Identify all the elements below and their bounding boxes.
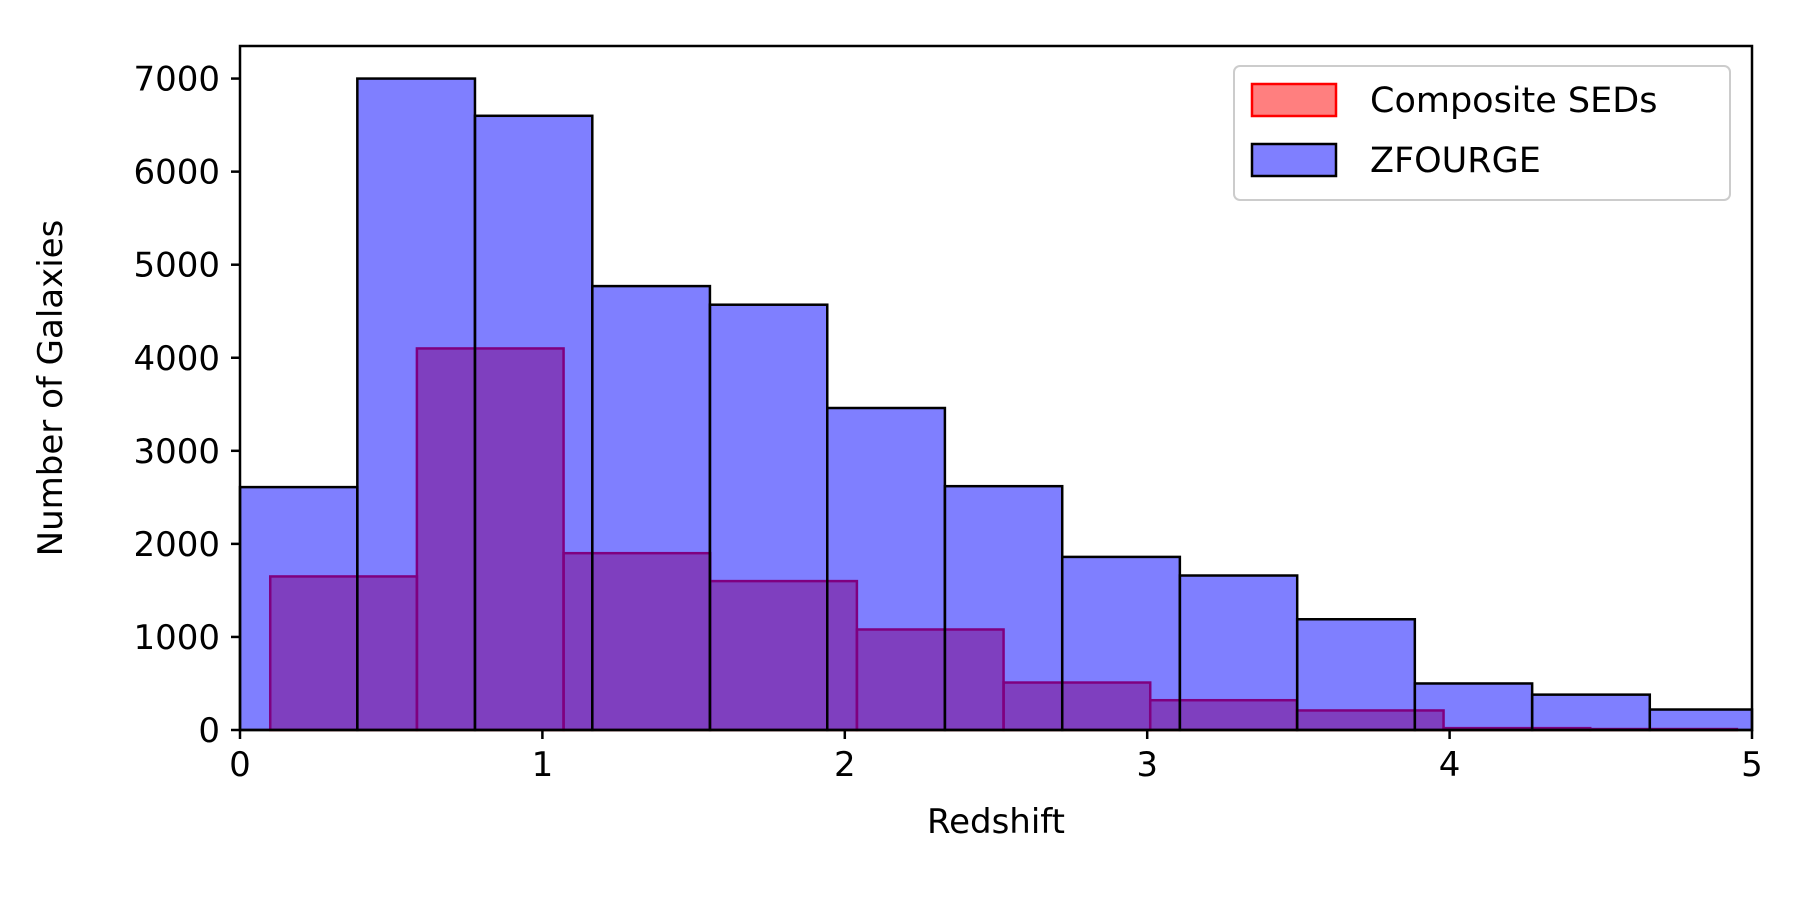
bar-zfourge-8: [1178, 574, 1299, 732]
bar-zfourge-7: [1060, 555, 1182, 732]
bar-zfourge-4: [708, 303, 829, 732]
x-tick-label-3: 3: [1136, 745, 1158, 785]
y-tick-label-7000: 7000: [133, 60, 220, 100]
bar-zfourge-2: [473, 114, 594, 732]
bar-zfourge-6: [943, 484, 1064, 732]
legend: Composite SEDs ZFOURGE: [1233, 65, 1731, 201]
ticks-layer: 0 1 2 3 4 5 0 1000 2000 3000 4000 5000 6000 7000: [133, 60, 1762, 785]
x-tick-label-5: 5: [1741, 745, 1763, 785]
bar-zfourge-3: [591, 284, 712, 732]
legend-label-composite-seds: Composite SEDs: [1370, 81, 1657, 121]
x-tick-label-4: 4: [1439, 745, 1461, 785]
x-tick-label-2: 2: [834, 745, 856, 785]
bars-layer: [238, 77, 1754, 732]
y-tick-label-1000: 1000: [133, 618, 220, 658]
y-tick-label-0: 0: [198, 711, 220, 751]
bar-zfourge-0: [238, 485, 359, 732]
plot-frame: [238, 44, 1754, 732]
bar-zfourge-12: [1648, 708, 1754, 732]
series-zfourge: [238, 77, 1754, 732]
y-axis-label: Number of Galaxies: [31, 220, 71, 557]
bar-zfourge-5: [826, 406, 947, 732]
x-tick-label-0: 0: [229, 745, 251, 785]
bar-zfourge-1: [356, 77, 477, 732]
y-tick-label-6000: 6000: [133, 153, 220, 193]
y-tick-label-4000: 4000: [133, 339, 220, 379]
y-tick-label-3000: 3000: [133, 432, 220, 472]
bar-zfourge-10: [1413, 682, 1534, 732]
legend-swatch-zfourge: [1250, 142, 1338, 178]
x-axis-label: Redshift: [927, 802, 1065, 842]
y-tick-label-2000: 2000: [133, 525, 220, 565]
legend-box: [1233, 65, 1731, 201]
legend-swatch-composite-seds: [1250, 82, 1338, 118]
bar-zfourge-11: [1530, 693, 1652, 732]
x-tick-label-1: 1: [532, 745, 554, 785]
legend-label-zfourge: ZFOURGE: [1370, 141, 1541, 181]
y-tick-label-5000: 5000: [133, 246, 220, 286]
bar-zfourge-9: [1295, 618, 1417, 732]
